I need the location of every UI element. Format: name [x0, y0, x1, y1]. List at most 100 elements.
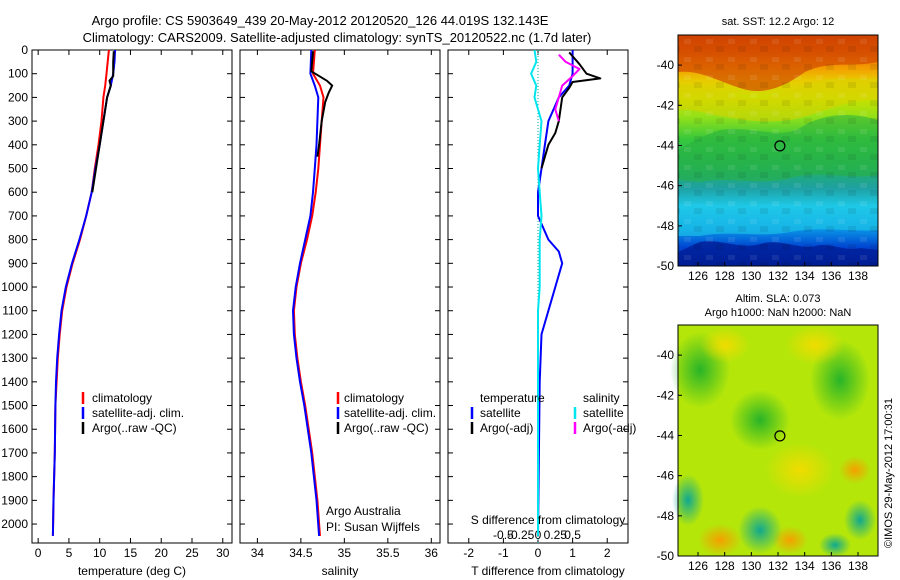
s-difference-xlabel: S difference from climatology: [471, 513, 626, 527]
temperature-profile-series-argo-raw-qc-: [91, 51, 115, 193]
sla-map-ytick-label: -42: [657, 388, 675, 402]
salinity-legend: climatology satellite-adj. clim. Argo(..…: [336, 391, 436, 435]
temperature-profile-xtick-label: 20: [155, 546, 169, 560]
sst-map: sat. SST: 12.2 Argo: 12: [677, 16, 879, 267]
sla-map-ytick-label: -50: [657, 549, 675, 563]
difference-legend-temperature-header: temperature: [480, 391, 545, 405]
depth-tick-label: 1400: [1, 375, 28, 389]
salinity-profile-xtick-label: 35: [338, 546, 352, 560]
depth-tick-label: 0: [21, 43, 28, 57]
difference-from-climatology-xtick-label: 2: [604, 546, 611, 560]
depth-tick-label: 1100: [2, 304, 28, 318]
depth-tick-label: 600: [8, 185, 28, 199]
depth-tick-label: 1800: [1, 470, 28, 484]
temperature-profile-xtick-label: 25: [185, 546, 199, 560]
sla-map-title: Altim. SLA: 0.073: [736, 293, 821, 305]
depth-tick-label: 1500: [1, 399, 28, 413]
depth-tick-label: 1600: [1, 422, 28, 436]
difference-from-climatology-xtick-label: -1: [498, 546, 509, 560]
sla-map-subtitle: Argo h1000: NaN h2000: NaN: [705, 307, 852, 319]
difference-from-climatology-xtick-label: 0: [535, 546, 542, 560]
sla-map-teal-blob-3: [672, 474, 704, 526]
sst-map-ytick-label: -42: [657, 98, 675, 112]
depth-tick-label: 700: [8, 209, 28, 223]
salinity-legend-argo: Argo(..raw -QC): [344, 421, 429, 435]
depth-tick-label: 200: [8, 90, 28, 104]
figure-title-line2: Climatology: CARS2009. Satellite-adjuste…: [83, 30, 592, 45]
sst-map-xtick-label: 134: [795, 269, 815, 283]
sst-map-argo-location-marker: [774, 140, 786, 152]
sla-map: Altim. SLA: 0.073 Argo h1000: NaN h2000:…: [670, 293, 879, 557]
depth-tick-label: 1900: [1, 493, 28, 507]
temperature-profile-xtick-label: 30: [216, 546, 230, 560]
sla-map-orange-blob-1: [698, 524, 742, 556]
difference-from-climatology-series-salinity-argo-adj-: [554, 54, 581, 122]
salinity-profile-xtick-label: 34: [251, 546, 265, 560]
sst-map-ytick-label: -44: [657, 138, 675, 152]
sla-map-xtick-label: 138: [848, 559, 868, 573]
s-difference-tick-label: 0.5: [564, 528, 581, 542]
depth-tick-label: 1300: [1, 351, 28, 365]
sst-map-ytick-label: -48: [657, 219, 675, 233]
salinity-profile-series-argo-raw-qc-: [310, 51, 334, 157]
figure-title-line1: Argo profile: CS 5903649_439 20-May-2012…: [92, 13, 549, 28]
salinity-profile-xtick-label: 34.5: [289, 546, 313, 560]
salinity-xlabel: salinity: [322, 564, 359, 578]
sla-map-ytick-label: -44: [657, 428, 675, 442]
temperature-legend-climatology: climatology: [92, 391, 152, 405]
temperature-xlabel: temperature (deg C): [78, 564, 186, 578]
depth-tick-label: 900: [8, 256, 28, 270]
temperature-profile-xtick-label: 5: [66, 546, 73, 560]
sla-map-teal-blob-1: [738, 506, 782, 554]
sst-map-xtick-label: 128: [715, 269, 735, 283]
salinity-profile-xtick-label: 36: [425, 546, 439, 560]
temperature-profile-xtick-label: 15: [124, 546, 138, 560]
depth-tick-label: 300: [8, 114, 28, 128]
temperature-legend: climatology satellite-adj. clim. Argo(..…: [81, 391, 184, 435]
difference-legend-salinity-header: salinity: [583, 391, 620, 405]
difference-legend-sal-argo: Argo(-adj): [583, 421, 636, 435]
sla-map-orange-blob-2: [839, 456, 871, 484]
sla-map-xtick-label: 136: [821, 559, 841, 573]
sla-map-xtick-label: 134: [795, 559, 815, 573]
pi-text: PI: Susan Wijffels: [326, 520, 420, 534]
difference-legend-temp-argo: Argo(-adj): [480, 421, 533, 435]
sst-map-ytick-label: -40: [657, 58, 675, 72]
temperature-legend-argo: Argo(..raw -QC): [92, 421, 177, 435]
sst-map-xtick-label: 126: [688, 269, 708, 283]
depth-tick-label: 400: [8, 138, 28, 152]
sla-map-xtick-label: 132: [768, 559, 788, 573]
sla-map-teal-blob-2: [844, 500, 876, 540]
sla-map-ytick-label: -46: [657, 469, 675, 483]
difference-from-climatology-xtick-label: -2: [463, 546, 474, 560]
difference-legend-temp-satellite: satellite: [480, 406, 521, 420]
sst-map-title: sat. SST: 12.2 Argo: 12: [722, 16, 835, 28]
temperature-axes-frame: [31, 49, 233, 544]
temperature-legend-satellite: satellite-adj. clim.: [92, 406, 184, 420]
t-difference-xlabel: T difference from climatology: [471, 564, 625, 578]
sla-map-yellow-blob-1: [700, 327, 750, 363]
depth-tick-label: 1700: [1, 446, 28, 460]
depth-tick-label: 1200: [1, 327, 28, 341]
difference-from-climatology-xtick-label: 1: [569, 546, 576, 560]
s-difference-tick-label: -0.5: [493, 528, 514, 542]
sst-map-xtick-label: 138: [848, 269, 868, 283]
salinity-legend-climatology: climatology: [344, 391, 404, 405]
sla-map-argo-location-marker: [774, 430, 786, 442]
imos-stamp: ©IMOS 29-May-2012 17:00:31: [883, 398, 895, 548]
sla-map-teal-blob-4: [819, 533, 851, 557]
temperature-profile-xtick-label: 10: [93, 546, 107, 560]
difference-from-climatology-series-salinity-satellite: [530, 49, 543, 536]
salinity-profile-series-satellite-adj-clim-: [292, 49, 321, 536]
sst-map-xtick-label: 132: [768, 269, 788, 283]
salinity-legend-satellite: satellite-adj. clim.: [344, 406, 436, 420]
sst-map-xtick-label: 136: [821, 269, 841, 283]
difference-legend: temperature salinity satellite satellite…: [470, 391, 636, 435]
sla-map-yellow-blob-2: [785, 325, 845, 365]
salinity-axes-frame: [239, 49, 441, 544]
sst-map-ytick-label: -50: [657, 259, 675, 273]
depth-tick-label: 100: [8, 67, 28, 81]
depth-tick-label: 1000: [1, 280, 28, 294]
temperature-profile-xtick-label: 0: [35, 546, 42, 560]
